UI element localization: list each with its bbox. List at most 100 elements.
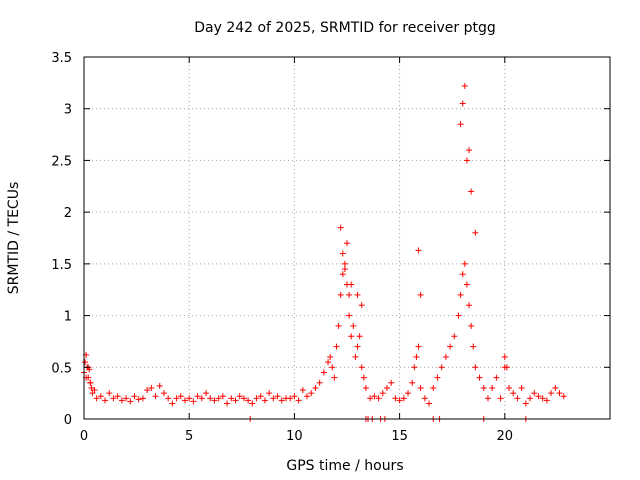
data-point xyxy=(367,395,374,402)
data-point xyxy=(417,384,424,391)
data-point xyxy=(518,384,525,391)
data-point xyxy=(287,395,294,402)
data-point xyxy=(215,395,222,402)
data-point xyxy=(165,395,172,402)
data-point xyxy=(148,384,155,391)
data-point xyxy=(91,387,98,394)
x-axis-label: GPS time / hours xyxy=(286,458,403,474)
data-point xyxy=(249,400,256,407)
x-tick-label: 20 xyxy=(497,429,514,444)
data-point xyxy=(123,395,130,402)
data-point xyxy=(539,395,546,402)
data-point xyxy=(358,364,365,371)
data-point xyxy=(198,395,205,402)
data-point xyxy=(484,395,491,402)
y-axis-label: SRMTID / TECUs xyxy=(6,182,22,295)
data-point xyxy=(160,390,167,397)
data-point xyxy=(430,384,437,391)
y-tick-label: 3.5 xyxy=(51,51,72,66)
data-point xyxy=(466,302,473,309)
data-point xyxy=(339,271,346,278)
data-point xyxy=(413,353,420,360)
data-point xyxy=(335,322,342,329)
y-tick-label: 1.5 xyxy=(51,258,72,273)
data-point xyxy=(447,343,454,350)
data-point xyxy=(356,333,363,340)
data-point xyxy=(411,364,418,371)
data-point xyxy=(135,396,142,403)
data-point xyxy=(224,400,231,407)
data-point xyxy=(127,398,134,405)
x-tick-label: 10 xyxy=(286,429,303,444)
x-tick-label: 15 xyxy=(391,429,408,444)
data-point xyxy=(331,374,338,381)
data-point xyxy=(560,393,567,400)
data-point xyxy=(426,400,433,407)
data-point xyxy=(270,395,277,402)
data-point xyxy=(438,364,445,371)
data-point xyxy=(341,260,348,267)
data-point xyxy=(463,157,470,164)
data-point xyxy=(169,400,176,407)
data-point xyxy=(118,397,125,404)
data-point xyxy=(354,291,361,298)
data-point xyxy=(468,188,475,195)
data-point xyxy=(88,384,95,391)
data-points xyxy=(81,82,567,422)
data-point xyxy=(228,395,235,402)
data-point xyxy=(552,384,559,391)
data-point xyxy=(457,121,464,128)
data-point xyxy=(177,393,184,400)
data-point xyxy=(93,395,100,402)
data-point xyxy=(173,395,180,402)
data-point xyxy=(240,395,247,402)
data-point xyxy=(468,322,475,329)
data-point xyxy=(344,240,350,247)
data-point xyxy=(455,312,462,319)
data-point xyxy=(358,302,365,309)
data-point xyxy=(531,390,538,397)
data-point xyxy=(114,393,121,400)
data-point xyxy=(535,393,542,400)
data-point xyxy=(510,390,517,397)
data-point xyxy=(325,359,332,366)
data-point xyxy=(316,379,323,386)
data-point xyxy=(354,343,361,350)
data-point xyxy=(442,353,449,360)
data-point xyxy=(396,397,403,404)
data-point xyxy=(383,384,390,391)
data-point xyxy=(362,384,369,391)
data-point xyxy=(348,333,355,340)
data-point xyxy=(434,374,441,381)
data-point xyxy=(312,384,319,391)
data-point xyxy=(392,395,399,402)
data-point xyxy=(89,390,96,397)
y-tick-labels: 0 0.5 1 1.5 2 2.5 3 3.5 xyxy=(51,51,72,428)
x-tick-labels: 0 5 10 15 20 xyxy=(80,429,513,444)
y-tick-label: 3 xyxy=(64,103,72,118)
data-point xyxy=(87,379,94,386)
y-tick-label: 0.5 xyxy=(51,361,72,376)
data-point xyxy=(341,266,348,273)
data-point xyxy=(278,397,285,404)
data-point xyxy=(400,395,407,402)
data-point xyxy=(352,353,359,360)
data-point xyxy=(556,390,563,397)
data-point xyxy=(371,393,378,400)
data-point xyxy=(181,397,188,404)
data-point xyxy=(106,390,113,397)
data-point xyxy=(470,343,477,350)
chart-title: Day 242 of 2025, SRMTID for receiver ptg… xyxy=(194,20,496,36)
data-point xyxy=(379,390,386,397)
data-point xyxy=(493,374,500,381)
data-point xyxy=(360,374,367,381)
data-point xyxy=(451,333,458,340)
data-point xyxy=(203,390,210,397)
data-point xyxy=(110,395,117,402)
data-point xyxy=(346,291,353,298)
data-point xyxy=(461,82,468,89)
data-point xyxy=(266,390,273,397)
y-tick-label: 0 xyxy=(64,413,72,428)
plot-frame xyxy=(83,56,611,420)
data-point xyxy=(97,393,104,400)
